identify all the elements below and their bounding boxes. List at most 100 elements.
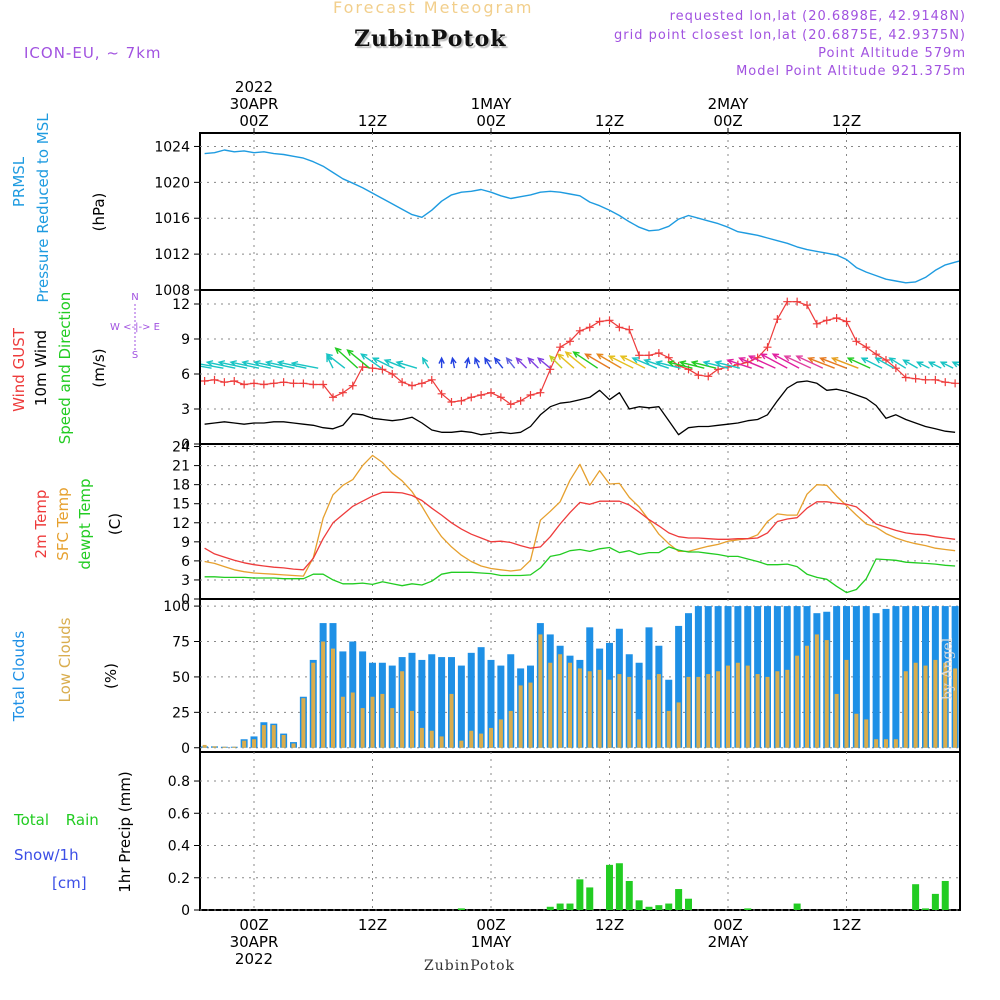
wind-direction-arrow — [595, 353, 622, 369]
total-cloud-bar — [862, 606, 870, 748]
rain-bar — [685, 898, 692, 910]
wind-gust-marker — [210, 375, 219, 384]
top-time-label: 12Z — [358, 112, 387, 130]
wind-direction-arrow — [474, 356, 481, 369]
top-time-label: 00Z — [713, 112, 742, 130]
low-cloud-bar — [903, 671, 908, 748]
low-cloud-bar — [232, 746, 237, 748]
wind-direction-arrow — [846, 357, 871, 369]
top-time-label: 30APR — [230, 95, 279, 113]
low-cloud-bar — [686, 676, 691, 748]
wind-direction-arrow — [217, 360, 248, 369]
wind-direction-arrow — [860, 357, 883, 369]
total-cloud-bar — [438, 657, 446, 748]
low-cloud-bar — [587, 671, 592, 748]
y-tick-label: 0 — [181, 437, 190, 453]
wind-direction-arrow — [951, 361, 959, 368]
low-cloud-bar — [242, 740, 247, 748]
low-cloud-bar — [943, 662, 948, 748]
low-cloud-bar — [281, 735, 286, 748]
total-cloud-bar — [418, 659, 426, 748]
low-cloud-bar — [449, 693, 454, 748]
wind-gust-marker — [605, 316, 614, 325]
total-cloud-bar — [408, 652, 416, 748]
low-cloud-bar — [518, 685, 523, 748]
low-cloud-bar — [410, 710, 414, 748]
rain-bar — [546, 906, 554, 910]
low-cloud-bar — [301, 698, 306, 748]
wind-direction-arrow — [505, 356, 516, 369]
low-cloud-bar — [884, 739, 888, 748]
rain-bar — [793, 903, 801, 910]
wind-direction-arrow — [201, 365, 212, 369]
wind-gust-marker — [230, 377, 239, 385]
pressure-label-2: Pressure Reduced to MSL — [34, 113, 52, 303]
rain-bar — [566, 903, 574, 910]
wind-gust-marker — [832, 314, 841, 322]
wind-gust-marker — [269, 379, 278, 388]
wind-gust-marker — [556, 343, 565, 352]
top-time-label: 2022 — [235, 78, 273, 96]
model-altitude: Model Point Altitude 921.375m — [736, 64, 966, 79]
rain-bar — [556, 903, 564, 910]
wind-direction-arrow — [537, 357, 551, 369]
low-cloud-bar — [656, 674, 661, 748]
wind-direction-arrow — [515, 357, 528, 369]
low-cloud-bar — [390, 708, 395, 748]
low-cloud-bar — [923, 665, 928, 748]
wind-direction-arrow — [253, 360, 283, 369]
low-cloud-bar — [893, 739, 898, 748]
top-time-label: 1MAY — [471, 95, 513, 113]
dewpt-temp-line — [204, 546, 956, 594]
point-altitude: Point Altitude 579m — [818, 46, 966, 61]
low-cloud-bar — [380, 693, 385, 748]
low-cloud-bar — [745, 665, 750, 748]
bottom-time-label: 12Z — [595, 916, 624, 934]
closest-coords: grid point closest lon,lat (20.6875E, 42… — [614, 28, 966, 43]
total-cloud-bar — [694, 606, 702, 748]
rain-bar — [635, 900, 643, 910]
y-tick-label: 25 — [172, 705, 190, 721]
low-cloud-bar — [864, 719, 869, 748]
precip-units: 1hr Precip (mm) — [116, 771, 134, 892]
low-cloud-bar — [696, 676, 701, 748]
wind-gust-marker — [546, 365, 555, 374]
wind-direction-arrow — [395, 360, 418, 369]
wind-direction-arrow — [346, 349, 370, 369]
low-cloud-bar — [627, 676, 632, 748]
low-cloud-bar — [429, 730, 434, 748]
y-tick-label: 1016 — [154, 211, 190, 227]
low-cloud-bar — [913, 662, 918, 748]
wind-direction-arrow — [977, 362, 989, 368]
wind-gust-marker — [437, 389, 446, 398]
pressure-line — [204, 149, 959, 284]
requested-coords: requested lon,lat (20.6898E, 42.9148N) — [669, 9, 966, 24]
y-tick-label: 6 — [181, 367, 190, 383]
sfc-temp-line — [204, 454, 956, 577]
wind-direction-label: Speed and Direction — [56, 292, 74, 445]
rain-bar — [457, 908, 465, 910]
wind-direction-arrow — [759, 353, 788, 369]
temp-2m-label: 2m Temp — [32, 490, 50, 559]
rain-bar — [922, 908, 929, 910]
wind-gust-marker — [526, 391, 535, 399]
y-tick-label: 0.8 — [168, 774, 190, 790]
wind-direction-arrow — [830, 356, 859, 369]
low-cloud-bar — [538, 634, 543, 748]
wind-gust-marker — [457, 396, 466, 405]
total-cloud-bar — [487, 659, 495, 748]
wind-direction-arrow — [360, 353, 382, 369]
low-cloud-bar — [795, 655, 800, 748]
wind-gust-marker — [201, 377, 209, 385]
bottom-time-label: 00Z — [476, 916, 505, 934]
wind-gust-marker — [566, 337, 574, 346]
bottom-time-label: 2MAY — [708, 933, 750, 951]
y-tick-label: 0 — [181, 592, 190, 608]
wind-direction-arrow — [643, 358, 669, 369]
bottom-time-label: 30APR — [230, 933, 279, 951]
wind-gust-marker — [911, 374, 920, 383]
rain-bar — [665, 903, 673, 910]
wind-direction-arrow — [421, 356, 430, 369]
total-cloud-bar — [428, 654, 436, 748]
